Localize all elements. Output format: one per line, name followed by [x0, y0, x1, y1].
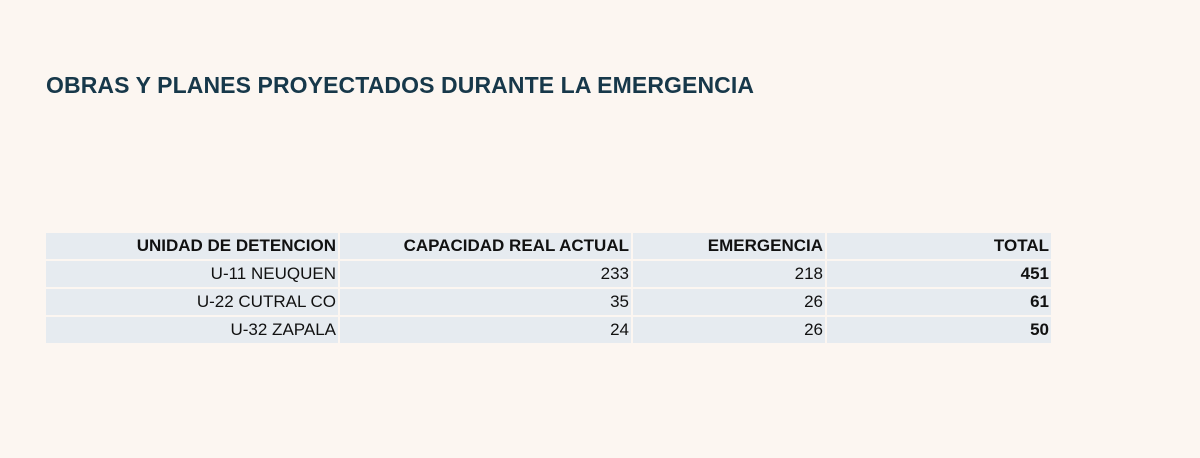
cell-total: 50: [827, 317, 1051, 343]
cell-capacidad: 35: [340, 289, 631, 315]
column-header-unidad: UNIDAD DE DETENCION: [46, 233, 338, 259]
column-header-capacidad: CAPACIDAD REAL ACTUAL: [340, 233, 631, 259]
cell-total: 61: [827, 289, 1051, 315]
page-title: OBRAS Y PLANES PROYECTADOS DURANTE LA EM…: [46, 72, 755, 98]
table-header-row: UNIDAD DE DETENCION CAPACIDAD REAL ACTUA…: [46, 233, 1051, 259]
cell-emergencia: 218: [633, 261, 825, 287]
cell-capacidad: 24: [340, 317, 631, 343]
table-row: U-11 NEUQUEN 233 218 451: [46, 261, 1051, 287]
cell-unidad: U-22 CUTRAL CO: [46, 289, 338, 315]
cell-total: 451: [827, 261, 1051, 287]
cell-unidad: U-32 ZAPALA: [46, 317, 338, 343]
cell-emergencia: 26: [633, 317, 825, 343]
table-row: U-32 ZAPALA 24 26 50: [46, 317, 1051, 343]
column-header-total: TOTAL: [827, 233, 1051, 259]
cell-unidad: U-11 NEUQUEN: [46, 261, 338, 287]
table-row: U-22 CUTRAL CO 35 26 61: [46, 289, 1051, 315]
detention-units-table: UNIDAD DE DETENCION CAPACIDAD REAL ACTUA…: [44, 231, 1053, 345]
cell-emergencia: 26: [633, 289, 825, 315]
column-header-emergencia: EMERGENCIA: [633, 233, 825, 259]
cell-capacidad: 233: [340, 261, 631, 287]
